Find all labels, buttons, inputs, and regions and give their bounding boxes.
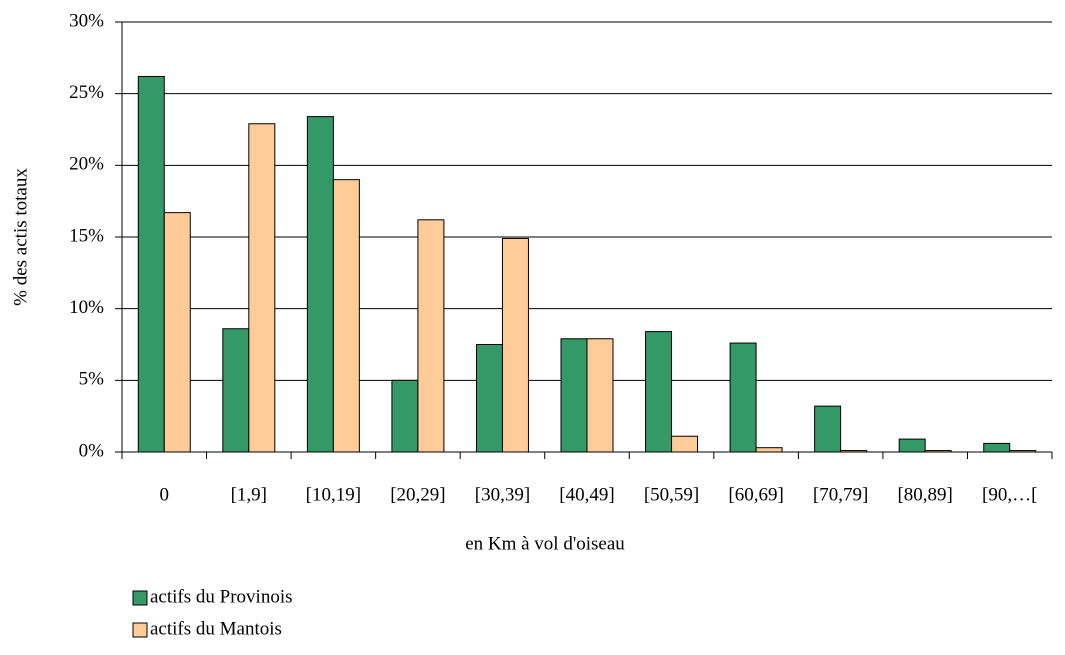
bar xyxy=(306,116,334,453)
y-axis-label: % des actis totaux xyxy=(10,168,31,306)
bar xyxy=(248,123,276,453)
x-tick-label: [90,…[ xyxy=(982,484,1037,505)
legend-label: actifs du Provinois xyxy=(150,586,293,607)
y-tick-label: 20% xyxy=(69,154,104,175)
bar xyxy=(671,435,699,453)
bar xyxy=(586,338,614,453)
x-tick-label: 0 xyxy=(160,484,170,505)
x-tick-label: [40,49] xyxy=(559,484,614,505)
x-tick-label: [60,69] xyxy=(728,484,783,505)
bar xyxy=(391,379,419,453)
bar xyxy=(755,447,783,453)
x-tick-label: [50,59] xyxy=(644,484,699,505)
bar xyxy=(137,75,165,453)
legend-label: actifs du Mantois xyxy=(150,618,282,639)
y-tick-label: 25% xyxy=(69,82,104,103)
bar xyxy=(417,219,445,453)
bar xyxy=(840,450,868,453)
y-tick-label: 10% xyxy=(69,297,104,318)
bar xyxy=(560,338,588,453)
bar xyxy=(475,344,503,453)
bar xyxy=(222,328,250,453)
legend-swatch xyxy=(132,590,148,606)
x-tick-label: [30,39] xyxy=(475,484,530,505)
bar xyxy=(501,237,529,453)
y-tick-label: 0% xyxy=(79,440,105,461)
bar xyxy=(163,212,191,453)
x-tick-label: [70,79] xyxy=(813,484,868,505)
x-tick-label: [1,9] xyxy=(231,484,267,505)
bar xyxy=(983,442,1011,453)
bar xyxy=(898,438,926,453)
bar xyxy=(645,331,673,453)
bar xyxy=(332,179,360,453)
bar xyxy=(1009,450,1037,453)
bar xyxy=(814,405,842,453)
bar xyxy=(729,342,757,453)
x-tick-label: [20,29] xyxy=(390,484,445,505)
x-tick-label: [10,19] xyxy=(306,484,361,505)
y-tick-label: 5% xyxy=(79,369,105,390)
y-tick-label: 30% xyxy=(69,10,104,31)
y-tick-label: 15% xyxy=(69,225,104,246)
bar xyxy=(924,450,952,453)
x-tick-label: [80,89] xyxy=(897,484,952,505)
legend-swatch xyxy=(132,622,148,638)
x-axis-label: en Km à vol d'oiseau xyxy=(465,533,625,554)
